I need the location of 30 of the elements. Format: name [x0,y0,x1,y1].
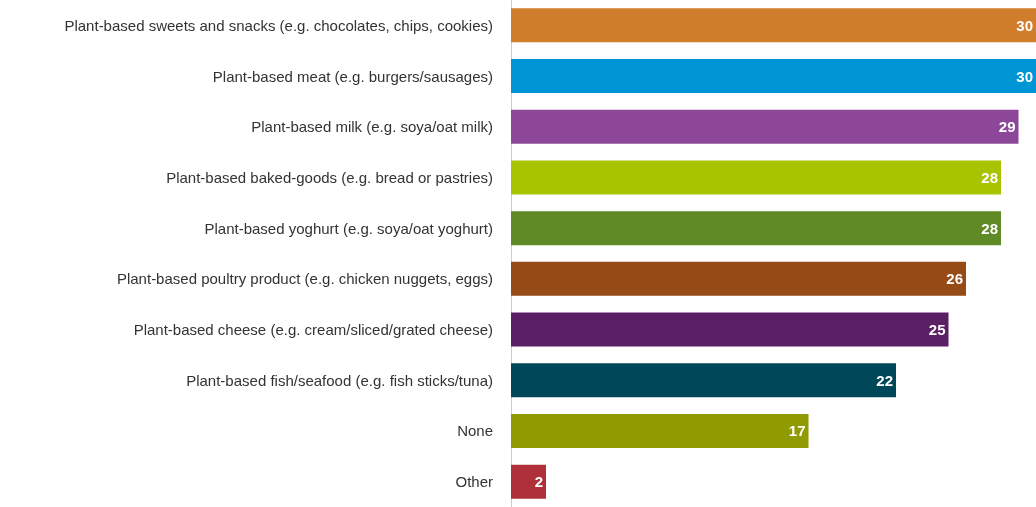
data-label: 30 [1016,67,1033,85]
data-label: 25 [928,321,946,339]
data-label: 30 [1016,16,1033,34]
bar [511,8,1036,43]
y-tick-label: None [457,422,493,440]
y-tick-label: Plant-based yoghurt (e.g. soya/oat yoghurt) [204,219,493,237]
bar [511,261,966,296]
bar [511,464,546,499]
data-label: 17 [788,422,806,440]
y-tick-label: Other [455,473,493,491]
data-label: 28 [981,219,998,237]
bar [511,211,1001,246]
y-tick-label: Plant-based meat (e.g. burgers/sausages) [212,67,493,85]
bar [511,312,949,347]
y-tick-label: Plant-based poultry product (e.g. chicken nuggets, eggs) [116,270,493,288]
y-tick-label: Plant-based sweets and snacks (e.g. chocolates, chips, cookies) [64,16,493,34]
bar [511,363,896,398]
y-tick-label: Plant-based baked-goods (e.g. bread or pastries) [166,168,493,186]
data-label: 2 [534,473,543,491]
data-label: 22 [876,371,893,389]
bar [511,109,1019,144]
y-tick-label: Plant-based fish/seafood (e.g. fish sticks/tuna) [186,371,493,389]
y-tick-label: Plant-based milk (e.g. soya/oat milk) [251,118,493,136]
data-label: 26 [946,270,963,288]
data-label: 29 [998,118,1016,136]
bar [511,413,809,448]
bar [511,160,1001,195]
y-tick-label: Plant-based cheese (e.g. cream/sliced/grated cheese) [133,321,493,339]
bar [511,59,1036,94]
data-label: 28 [981,168,998,186]
